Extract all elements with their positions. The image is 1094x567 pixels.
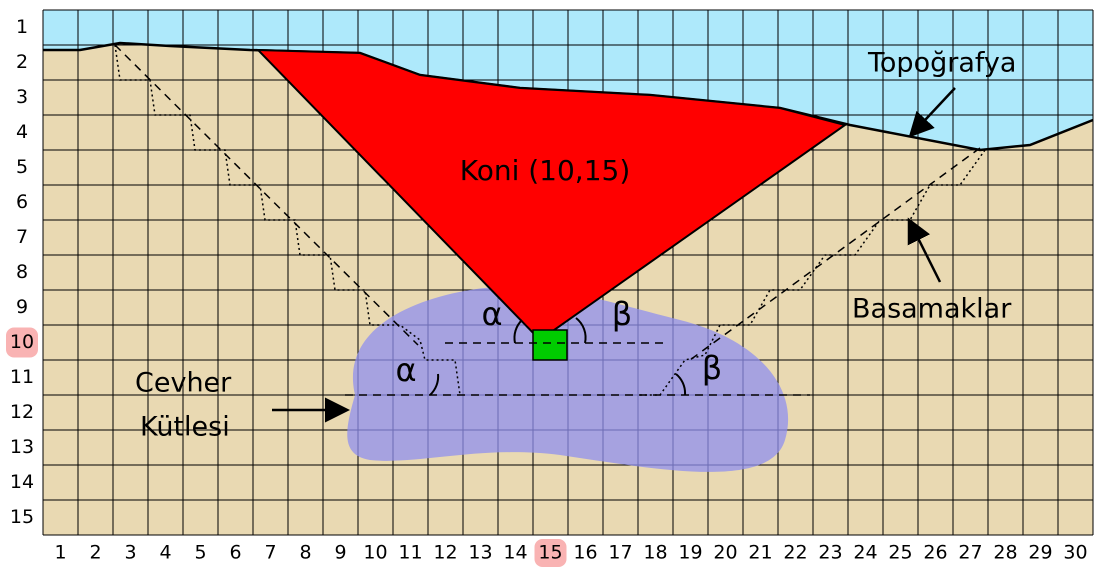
- column-label: 6: [229, 542, 241, 564]
- row-label: 13: [10, 436, 34, 458]
- column-label: 17: [608, 542, 632, 564]
- row-label: 7: [16, 226, 28, 248]
- cone: [255, 48, 848, 342]
- alpha: α: [395, 351, 416, 389]
- column-label: 5: [194, 542, 206, 564]
- beta: β: [702, 349, 722, 387]
- column-label: 23: [818, 542, 842, 564]
- column-label: 13: [468, 542, 492, 564]
- cone-label: Koni (10,15): [460, 154, 631, 187]
- column-label: 2: [89, 542, 101, 564]
- row-label: 15: [10, 506, 34, 528]
- column-label: 18: [643, 542, 667, 564]
- column-label: 24: [853, 542, 877, 564]
- column-label: 3: [124, 542, 136, 564]
- column-label: 7: [264, 542, 276, 564]
- column-label: 12: [433, 542, 457, 564]
- column-label: 1: [54, 542, 66, 564]
- block: [532, 329, 568, 361]
- alpha: α: [481, 295, 502, 333]
- row-label: 9: [16, 296, 28, 318]
- column-label: 29: [1028, 542, 1052, 564]
- column-label: 9: [334, 542, 346, 564]
- column-label: 25: [888, 542, 912, 564]
- column-label: 27: [958, 542, 982, 564]
- column-label: 16: [573, 542, 597, 564]
- row-label: 14: [10, 471, 34, 493]
- benches: [114, 44, 986, 396]
- column-highlight: [534, 539, 567, 567]
- benches-label: Basamaklar: [852, 294, 1012, 325]
- row-label: 6: [16, 191, 28, 213]
- row-label: 11: [10, 366, 34, 388]
- column-label: 21: [748, 542, 772, 564]
- row-highlight: [6, 327, 38, 358]
- row-label: 3: [16, 86, 28, 108]
- row-label: 5: [16, 156, 28, 178]
- column-label: 28: [993, 542, 1017, 564]
- column-label: 11: [398, 542, 422, 564]
- column-label: 8: [299, 542, 311, 564]
- column-label: 22: [783, 542, 807, 564]
- row-label: 1: [16, 16, 28, 38]
- row-label: 10: [10, 331, 34, 353]
- row-label: 8: [16, 261, 28, 283]
- ore-body: [347, 286, 789, 472]
- ore-label: Cevher: [135, 368, 232, 399]
- column-label: 10: [363, 542, 387, 564]
- column-label: 20: [713, 542, 737, 564]
- topography-label: Topoğrafya: [867, 48, 1016, 79]
- row-label: 4: [16, 121, 28, 143]
- column-label: 14: [503, 542, 527, 564]
- angle-arcs: [429, 317, 687, 396]
- column-label: 30: [1063, 542, 1087, 564]
- column-label: 15: [538, 542, 562, 564]
- row-label: 2: [16, 51, 28, 73]
- arrows: [272, 87, 956, 423]
- column-label: 4: [159, 542, 171, 564]
- column-label: 26: [923, 542, 947, 564]
- column-label: 19: [678, 542, 702, 564]
- beta: β: [612, 295, 632, 333]
- ore-label: Kütlesi: [140, 412, 230, 443]
- row-label: 12: [10, 401, 34, 423]
